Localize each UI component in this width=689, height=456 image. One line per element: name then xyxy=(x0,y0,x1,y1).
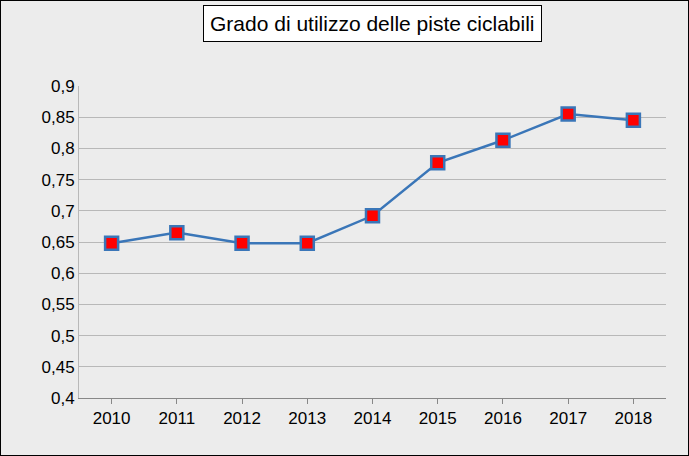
svg-text:2015: 2015 xyxy=(419,409,457,428)
svg-text:2017: 2017 xyxy=(549,409,587,428)
svg-text:0,8: 0,8 xyxy=(51,139,75,158)
svg-text:0,55: 0,55 xyxy=(42,295,75,314)
svg-text:2010: 2010 xyxy=(93,409,131,428)
svg-text:0,45: 0,45 xyxy=(42,358,75,377)
svg-text:2013: 2013 xyxy=(288,409,326,428)
svg-text:0,6: 0,6 xyxy=(51,264,75,283)
svg-text:2016: 2016 xyxy=(484,409,522,428)
svg-text:2011: 2011 xyxy=(159,409,196,428)
svg-text:2014: 2014 xyxy=(354,409,392,428)
svg-text:2012: 2012 xyxy=(223,409,261,428)
svg-text:0,9: 0,9 xyxy=(51,77,75,96)
svg-text:0,75: 0,75 xyxy=(42,171,75,190)
svg-text:Grado di utilizzo delle piste: Grado di utilizzo delle piste ciclabili xyxy=(210,12,535,35)
svg-text:0,4: 0,4 xyxy=(51,389,75,408)
svg-text:0,85: 0,85 xyxy=(42,108,75,127)
svg-text:0,7: 0,7 xyxy=(51,202,75,221)
svg-text:0,5: 0,5 xyxy=(51,327,75,346)
svg-text:2018: 2018 xyxy=(614,409,652,428)
svg-text:0,65: 0,65 xyxy=(42,233,75,252)
